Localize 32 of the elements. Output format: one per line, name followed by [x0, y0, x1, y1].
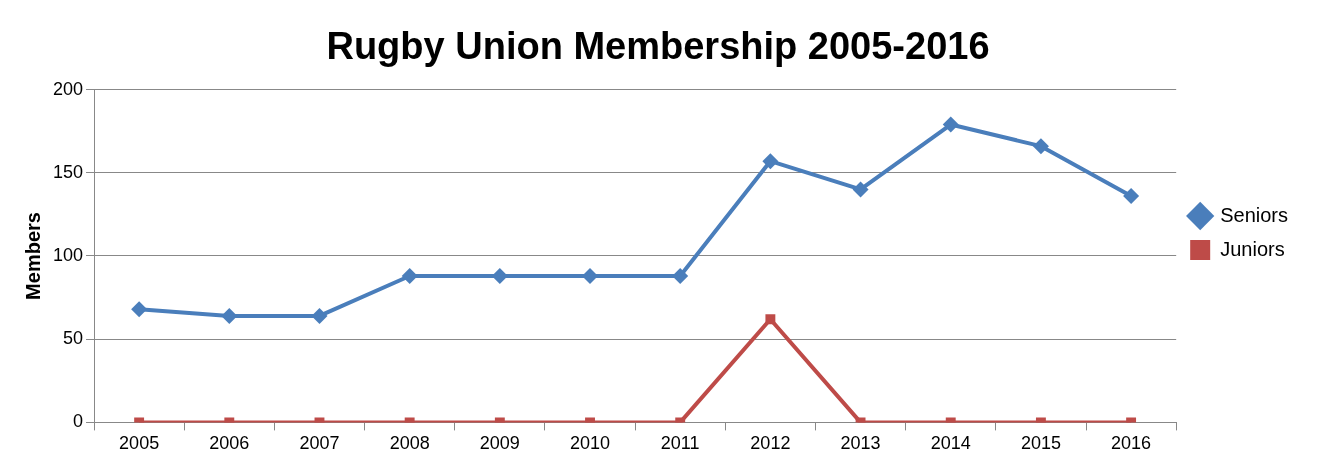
- x-tick-label: 2007: [299, 433, 340, 454]
- point: [762, 153, 779, 170]
- x-tick-label: 2012: [750, 433, 791, 454]
- x-tick-label: 2014: [930, 433, 971, 454]
- point: [221, 307, 238, 324]
- x-tick-label: 2013: [840, 433, 881, 454]
- point: [942, 116, 959, 133]
- y-tick-label: 100: [52, 244, 84, 265]
- x-tick-label: 2006: [209, 433, 250, 454]
- x-tick-label: 2015: [1020, 433, 1061, 454]
- x-tick-label: 2016: [1111, 433, 1152, 454]
- y-tick-label: 0: [73, 411, 84, 432]
- point: [1123, 188, 1140, 205]
- y-tick-label: 50: [63, 328, 84, 349]
- x-tick-label: 2008: [389, 433, 430, 454]
- point: [131, 301, 148, 318]
- legend-label: Juniors: [1220, 237, 1285, 260]
- point: [1032, 138, 1049, 155]
- y-axis-title: Members: [21, 212, 44, 300]
- point: [852, 181, 869, 198]
- x-tick-label: 2010: [570, 433, 611, 454]
- point: [311, 307, 328, 324]
- x-tick-label: 2009: [479, 433, 520, 454]
- y-tick-label: 150: [52, 161, 84, 182]
- y-tick-label: 200: [52, 78, 84, 99]
- legend-label: Seniors: [1220, 203, 1288, 226]
- point: [672, 267, 689, 284]
- x-tick-label: 2005: [119, 433, 160, 454]
- point: [765, 314, 776, 325]
- chart-title: Rugby Union Membership 2005-2016: [326, 25, 990, 68]
- point: [401, 267, 418, 284]
- x-tick-label: 2011: [660, 433, 700, 454]
